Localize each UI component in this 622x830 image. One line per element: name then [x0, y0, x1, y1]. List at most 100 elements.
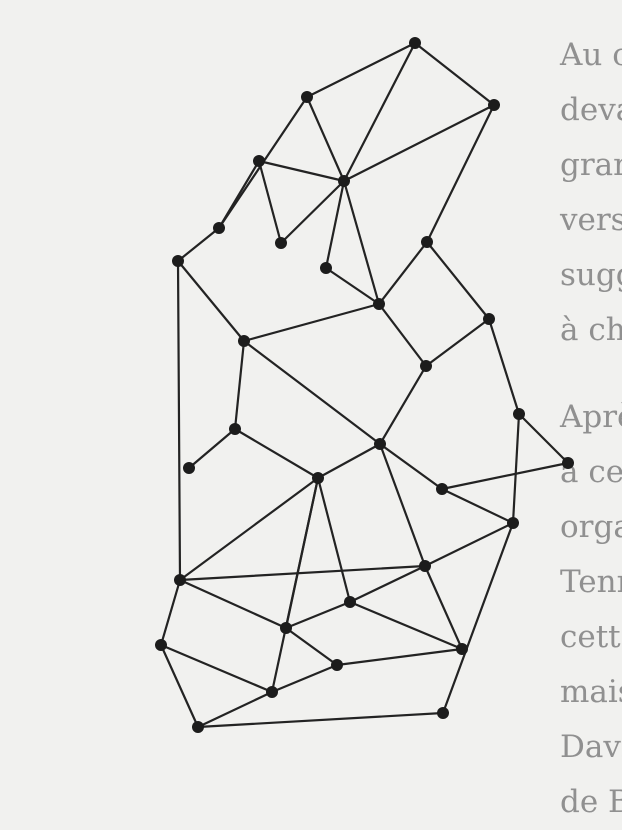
- network-edge-n29-n30: [270, 663, 339, 694]
- network-edge-n5-n7: [279, 179, 346, 245]
- network-edge-n1-n5: [342, 41, 417, 183]
- network-node-n12: [483, 313, 495, 325]
- network-edge-n26-n29: [284, 626, 339, 667]
- network-edge-n23-n25: [348, 564, 427, 604]
- background-text-line: mais encore entièrement implément: [560, 674, 622, 710]
- network-node-n30: [266, 686, 278, 698]
- network-edge-n4-n5: [257, 159, 346, 183]
- network-edge-n17-n21: [378, 442, 444, 491]
- network-edge-n5-n11: [342, 179, 381, 306]
- network-node-n20: [312, 472, 324, 484]
- background-text-line: Tennessee, en 1967. À sa grande s: [560, 564, 622, 600]
- network-edge-n14-n17: [378, 364, 428, 446]
- network-edge-n17-n20: [316, 442, 382, 480]
- network-edge-n3-n8: [425, 103, 496, 244]
- network-edge-n15-n22: [511, 412, 521, 525]
- background-text-line: Au cours des premières années d: [560, 37, 622, 73]
- network-node-n11: [373, 298, 385, 310]
- network-edge-n24-n27: [159, 578, 182, 647]
- network-edge-n22-n23: [423, 521, 515, 568]
- network-edge-n20-n24: [178, 476, 320, 582]
- network-node-n27: [155, 639, 167, 651]
- network-edge-n2-n5: [305, 95, 346, 183]
- network-edges: [159, 41, 570, 729]
- network-diagram: [155, 37, 574, 733]
- network-node-n25: [344, 596, 356, 608]
- network-edge-n1-n3: [413, 41, 496, 107]
- background-text-line: Après quelques hésitations, Roberts: [560, 399, 622, 435]
- network-node-n1: [409, 37, 421, 49]
- background-text-line: suggéra de créer un sous-réseau à c: [560, 257, 622, 293]
- network-node-n15: [513, 408, 525, 420]
- network-node-n29: [331, 659, 343, 671]
- network-edge-n30-n32: [196, 690, 274, 729]
- network-node-n28: [456, 643, 468, 655]
- network-edge-n4-n7: [257, 159, 283, 245]
- network-node-n2: [301, 91, 313, 103]
- network-edge-n20-n30: [270, 476, 320, 694]
- network-node-n22: [507, 517, 519, 529]
- network-node-n26: [280, 622, 292, 634]
- network-node-n14: [420, 360, 432, 372]
- network-node-n32: [192, 721, 204, 733]
- background-text-line: à chaque hôte (voir figure 1.10).: [560, 312, 622, 348]
- network-edge-n1-n2: [305, 41, 417, 99]
- network-edge-n17-n23: [378, 442, 427, 568]
- network-edge-n11-n13: [242, 302, 381, 343]
- network-edge-n27-n32: [159, 643, 200, 729]
- network-edge-n4-n6: [217, 159, 261, 230]
- network-edge-n20-n25: [316, 476, 352, 604]
- network-edge-n24-n26: [178, 578, 288, 630]
- network-node-n4: [253, 155, 265, 167]
- network-edge-n12-n14: [424, 317, 491, 368]
- network-node-n21: [436, 483, 448, 495]
- background-text-line: Davies du NPL (National Physical L: [560, 729, 622, 765]
- network-edge-n18-n21: [440, 461, 570, 491]
- network-node-n18: [562, 457, 574, 469]
- network-edge-n31-n32: [196, 711, 445, 729]
- network-edge-n27-n30: [159, 643, 274, 694]
- network-edge-n6-n9: [176, 226, 221, 263]
- network-edge-n15-n18: [517, 412, 570, 465]
- network-node-n31: [437, 707, 449, 719]
- network-node-n7: [275, 237, 287, 249]
- network-node-n24: [174, 574, 186, 586]
- background-text-line: devait être sa mission. En 1967, l'a: [560, 92, 622, 128]
- network-node-n17: [374, 438, 386, 450]
- network-edge-n10-n11: [324, 266, 381, 306]
- network-node-n16: [229, 423, 241, 435]
- background-text: Au cours des premières années d devait ê…: [560, 28, 622, 830]
- network-node-n5: [338, 175, 350, 187]
- network-edge-n11-n14: [377, 302, 428, 368]
- background-text-line: gramme qui cherchait un moyen d: [560, 147, 622, 183]
- network-nodes: [155, 37, 574, 733]
- network-edge-n21-n22: [440, 487, 515, 525]
- network-edge-n13-n16: [233, 339, 246, 431]
- background-text-line: organisé par l'ACM (Association fo: [560, 509, 622, 545]
- network-edge-n28-n29: [335, 647, 464, 667]
- network-node-n19: [183, 462, 195, 474]
- network-edge-n16-n20: [233, 427, 320, 480]
- network-edge-n8-n12: [425, 240, 491, 321]
- background-text-line: de Baran. Ce système n'était pas dé: [560, 784, 622, 820]
- network-edge-n25-n26: [284, 600, 352, 630]
- network-node-n9: [172, 255, 184, 267]
- network-edge-n3-n5: [342, 103, 496, 183]
- network-node-n8: [421, 236, 433, 248]
- network-edge-n23-n24: [178, 564, 427, 582]
- network-edge-n9-n24: [176, 259, 182, 582]
- network-edge-n25-n28: [348, 600, 464, 651]
- network-edge-n16-n19: [187, 427, 237, 470]
- network-edge-n8-n11: [377, 240, 429, 306]
- network-edge-n12-n15: [487, 317, 521, 416]
- network-edge-n9-n13: [176, 259, 246, 343]
- network-node-n6: [213, 222, 225, 234]
- background-text-line: vers les réseaux. Parmi les différent: [560, 202, 622, 238]
- network-node-n23: [419, 560, 431, 572]
- network-edge-n5-n10: [324, 179, 346, 270]
- network-node-n10: [320, 262, 332, 274]
- network-edge-n13-n17: [242, 339, 382, 446]
- background-text-line: cette conférence décrivait un systè: [560, 619, 622, 655]
- network-edge-n22-n31: [441, 521, 515, 715]
- network-node-n13: [238, 335, 250, 347]
